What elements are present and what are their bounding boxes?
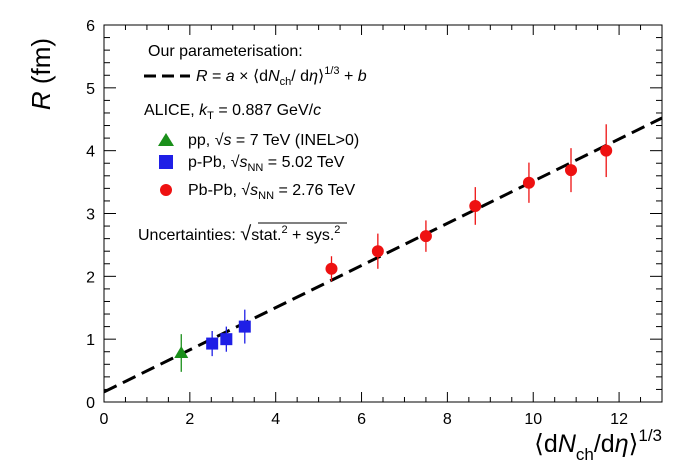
data-point-triangle [174, 345, 189, 358]
y-axis-label: R (fm) [26, 38, 56, 110]
data-point-square [238, 320, 251, 333]
x-tick-label: 0 [100, 411, 109, 428]
x-tick-label: 4 [271, 411, 280, 428]
y-tick-label: 0 [86, 395, 95, 412]
legend-entry-pp: pp, √s = 7 TeV (INEL>0) [188, 132, 359, 149]
legend-header: ALICE, kT = 0.887 GeV/c [144, 102, 321, 122]
legend-entry-ppb: p-Pb, √sNN = 5.02 TeV [188, 154, 345, 174]
x-tick-label: 12 [610, 411, 628, 428]
legend-fit-formula: R = a × ⟨dNch/ dη⟩1/3 + b [196, 65, 367, 88]
y-tick-label: 5 [86, 81, 95, 98]
data-point-circle [419, 230, 432, 243]
data-point-circle [565, 164, 578, 177]
data-point-circle [600, 144, 613, 157]
y-tick-label: 6 [86, 18, 95, 35]
legend-entry-pbpb: Pb-Pb, √sNN = 2.76 TeV [188, 182, 355, 202]
legend: Our parameterisation: R = a × ⟨dNch/ dη⟩… [138, 43, 367, 245]
x-tick-label: 10 [524, 411, 542, 428]
data-point-circle [371, 245, 384, 258]
y-tick-label: 1 [86, 332, 95, 349]
data-points [174, 124, 613, 372]
y-tick-label: 3 [86, 207, 95, 224]
legend-uncertainties: Uncertainties: √stat.2 + sys.2 [138, 223, 340, 245]
x-tick-label: 8 [443, 411, 452, 428]
y-tick-label: 4 [86, 144, 95, 161]
legend-marker-pp [158, 133, 174, 146]
data-point-square [206, 337, 219, 350]
data-point-circle [522, 176, 535, 189]
x-tick-label: 2 [185, 411, 194, 428]
y-tick-label: 2 [86, 269, 95, 286]
legend-marker-ppb [159, 155, 173, 169]
x-tick-label: 6 [357, 411, 366, 428]
legend-marker-pbpb [160, 184, 172, 196]
legend-fit-title: Our parameterisation: [148, 43, 303, 60]
data-point-circle [469, 199, 482, 212]
data-point-circle [325, 262, 338, 275]
data-point-square [220, 333, 233, 346]
axes [103, 24, 663, 403]
x-axis-label: ⟨dNch/dη⟩1/3 [534, 426, 662, 464]
